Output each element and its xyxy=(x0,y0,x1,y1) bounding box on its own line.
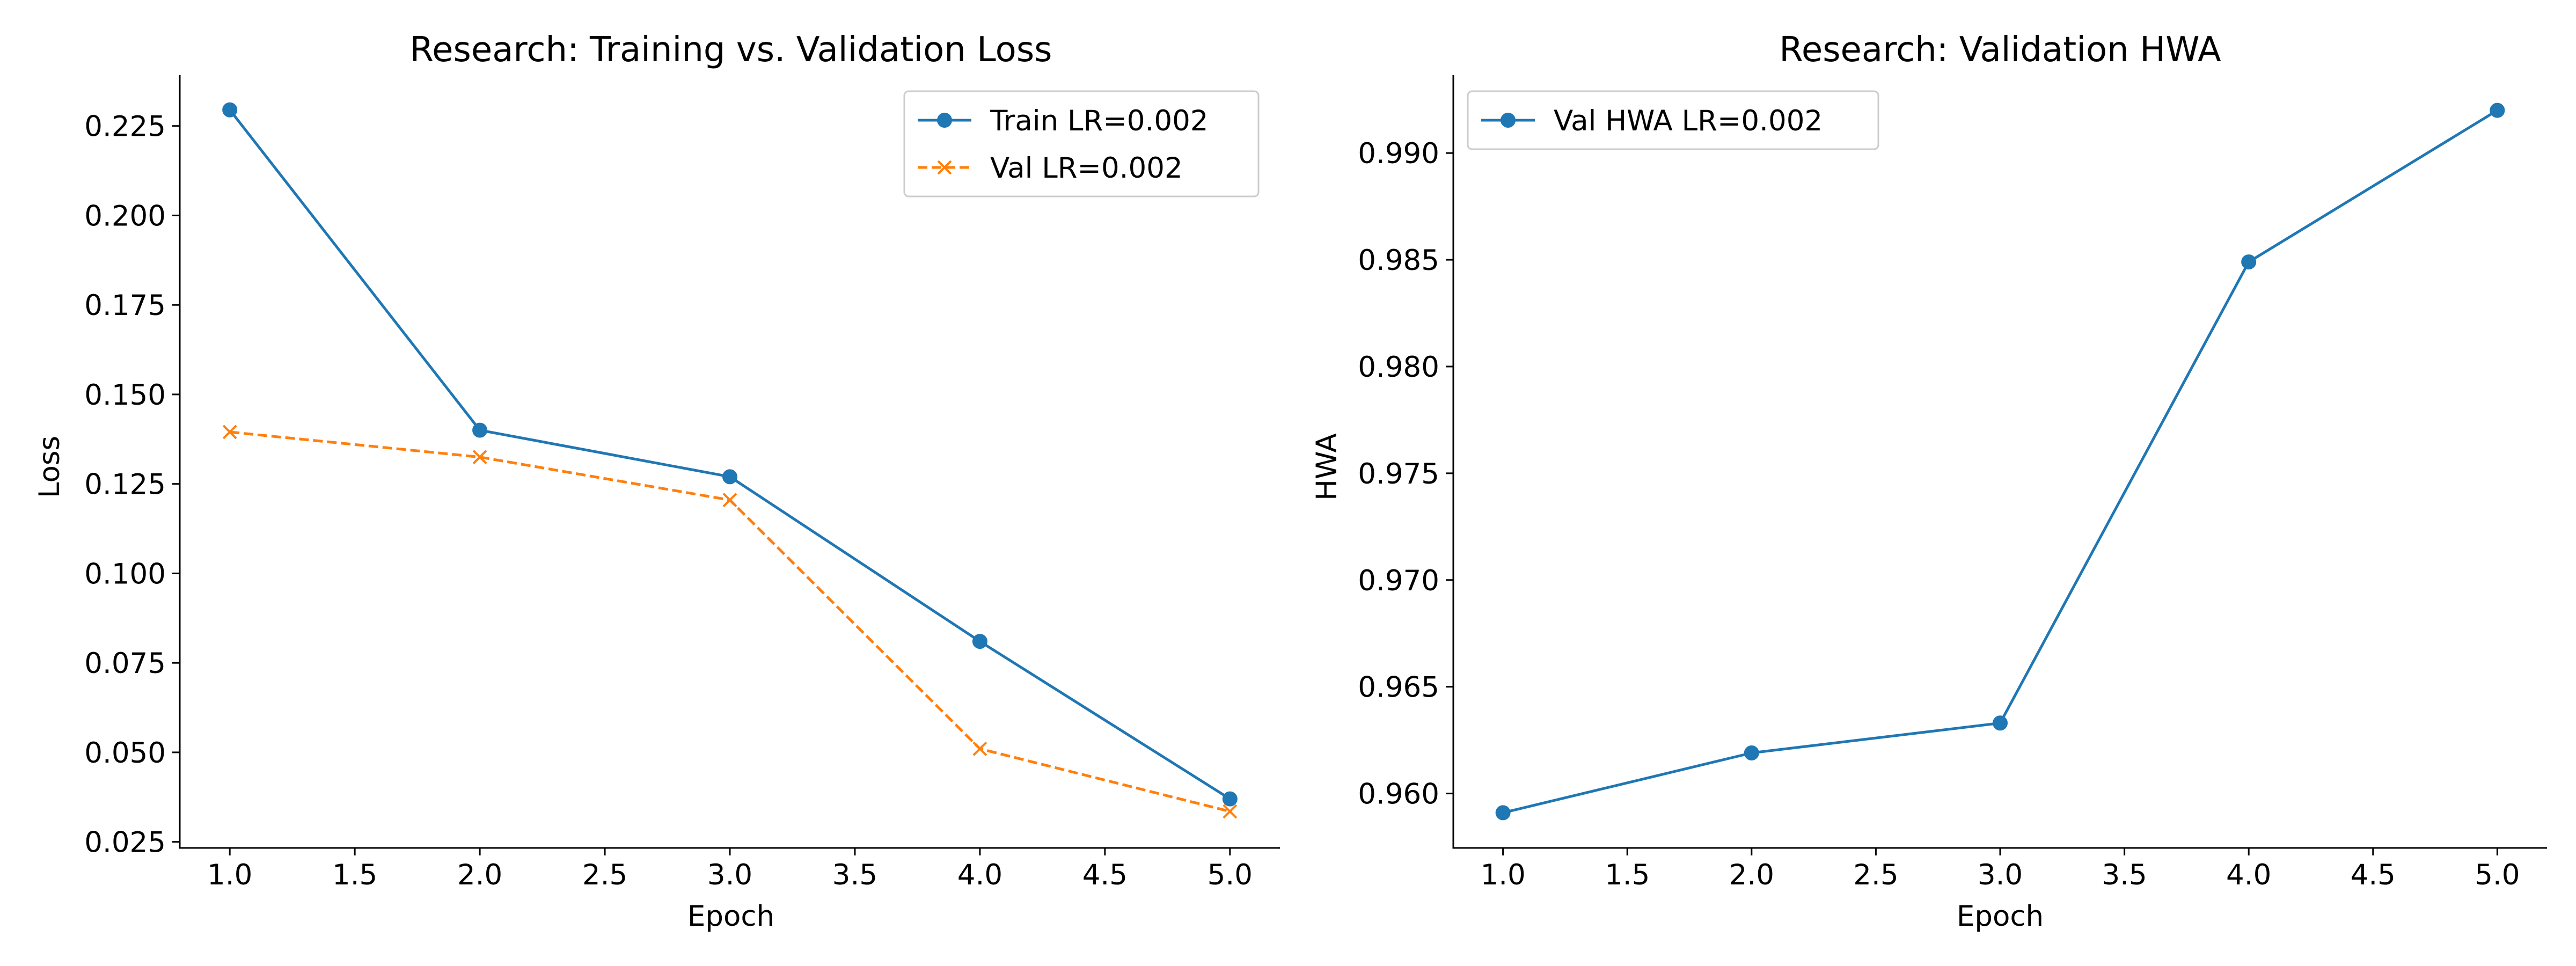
loss-chart-series-1-point xyxy=(722,493,737,508)
loss-chart-x-tick-label: 5.0 xyxy=(1208,859,1253,891)
loss-chart-y-tick-label: 0.150 xyxy=(84,379,166,412)
loss-chart-series-1-point xyxy=(972,741,987,756)
loss-chart-ticks: 1.0 1.5 2.0 2.5 3.0 3.5 4.0 4.5 5.0 0.025 0.050 0.0… xyxy=(84,111,1253,891)
hwa-chart-title: Research: Validation HWA xyxy=(1779,30,2221,70)
hwa-chart-x-tick-label: 4.5 xyxy=(2351,859,2396,891)
hwa-chart-x-tick-label: 1.0 xyxy=(1480,859,1525,891)
loss-chart-legend-frame xyxy=(903,90,1260,197)
hwa-chart-series-0-point xyxy=(1495,805,1511,821)
hwa-chart-legend-swatch-marker xyxy=(1501,113,1516,128)
loss-chart-legend-swatch-marker xyxy=(937,113,952,128)
hwa-chart-x-tick-label: 2.0 xyxy=(1729,859,1774,891)
loss-chart-x-tick-label: 3.5 xyxy=(832,859,877,891)
loss-chart-legend-label: Train LR=0.002 xyxy=(990,105,1209,137)
hwa-chart-x-axis-label: Epoch xyxy=(1957,900,2044,933)
loss-chart-series-0-point xyxy=(472,422,488,438)
loss-chart-series-0-point xyxy=(972,634,987,649)
hwa-chart-y-tick-label: 0.970 xyxy=(1358,565,1439,597)
hwa-chart-panel: Research: Validation HWA HWA Epoch 1.0 1.… xyxy=(1311,30,2547,933)
loss-chart-series-1-point xyxy=(1223,804,1238,819)
loss-chart-series-1-point xyxy=(222,425,237,440)
loss-chart-x-tick-label: 4.0 xyxy=(957,859,1002,891)
loss-chart-panel: Research: Training vs. Validation Loss L… xyxy=(33,30,1280,933)
hwa-chart-y-tick-label: 0.965 xyxy=(1358,671,1439,704)
hwa-chart-plot-area xyxy=(1495,103,2505,821)
hwa-chart-y-tick-label: 0.985 xyxy=(1358,244,1439,277)
loss-chart-y-tick-label: 0.200 xyxy=(84,200,166,232)
hwa-chart-x-tick-label: 2.5 xyxy=(1853,859,1898,891)
loss-chart-legend-label: Val LR=0.002 xyxy=(990,152,1183,185)
loss-chart-y-tick-label: 0.100 xyxy=(84,558,166,590)
hwa-chart-y-tick-label: 0.980 xyxy=(1358,351,1439,384)
hwa-chart-series-0-point xyxy=(1993,715,2008,731)
hwa-chart-axes-spines xyxy=(1452,75,2547,849)
loss-chart-series-1-point xyxy=(472,450,487,465)
hwa-chart-series-0-point xyxy=(2490,103,2505,118)
hwa-chart-x-tick-label: 3.5 xyxy=(2102,859,2147,891)
hwa-chart-legend: Val HWA LR=0.002 xyxy=(1467,90,1879,150)
hwa-chart-y-tick-label: 0.960 xyxy=(1358,778,1439,811)
loss-chart-series-0-point xyxy=(222,102,238,118)
loss-chart-y-tick-label: 0.175 xyxy=(84,289,166,322)
hwa-chart-series-0-point xyxy=(2241,254,2257,270)
hwa-chart-y-axis-label: HWA xyxy=(1311,433,1343,501)
loss-chart-series-0-point xyxy=(722,469,737,485)
loss-chart-x-tick-label: 3.0 xyxy=(707,859,752,891)
loss-chart-y-tick-label: 0.050 xyxy=(84,737,166,770)
hwa-chart-series-0-point xyxy=(1744,745,1759,760)
loss-chart-y-axis-label: Loss xyxy=(33,436,66,498)
loss-chart-title: Research: Training vs. Validation Loss xyxy=(410,30,1052,70)
hwa-chart-legend-label: Val HWA LR=0.002 xyxy=(1554,105,1823,137)
loss-chart-x-tick-label: 2.0 xyxy=(457,859,502,891)
loss-chart-x-tick-label: 1.0 xyxy=(207,859,252,891)
hwa-chart-x-tick-label: 5.0 xyxy=(2475,859,2520,891)
hwa-chart-legend-frame xyxy=(1467,90,1879,150)
loss-chart-x-tick-label: 4.5 xyxy=(1082,859,1128,891)
loss-chart-y-tick-label: 0.125 xyxy=(84,469,166,501)
hwa-chart-ticks: 1.0 1.5 2.0 2.5 3.0 3.5 4.0 4.5 5.0 0.960 0.965 0.9… xyxy=(1358,137,2520,891)
hwa-chart-y-tick-label: 0.975 xyxy=(1358,458,1439,491)
loss-chart-axes-spines xyxy=(179,75,1280,849)
loss-chart-series-0-point xyxy=(1222,791,1238,807)
loss-chart-y-tick-label: 0.225 xyxy=(84,111,166,143)
hwa-chart-y-tick-label: 0.990 xyxy=(1358,137,1439,170)
hwa-chart-x-tick-label: 1.5 xyxy=(1605,859,1650,891)
loss-chart-y-tick-label: 0.025 xyxy=(84,826,166,859)
loss-chart-x-axis-label: Epoch xyxy=(687,900,774,933)
loss-chart-x-tick-label: 1.5 xyxy=(332,859,377,891)
loss-chart-y-tick-label: 0.075 xyxy=(84,647,166,680)
hwa-chart-x-tick-label: 3.0 xyxy=(1978,859,2023,891)
hwa-chart-x-tick-label: 4.0 xyxy=(2226,859,2271,891)
loss-chart-plot-area xyxy=(222,102,1238,819)
loss-chart-legend-swatch-marker xyxy=(937,160,952,175)
loss-chart-legend: Train LR=0.002 Val LR=0.002 xyxy=(903,90,1260,197)
loss-chart-x-tick-label: 2.5 xyxy=(582,859,627,891)
